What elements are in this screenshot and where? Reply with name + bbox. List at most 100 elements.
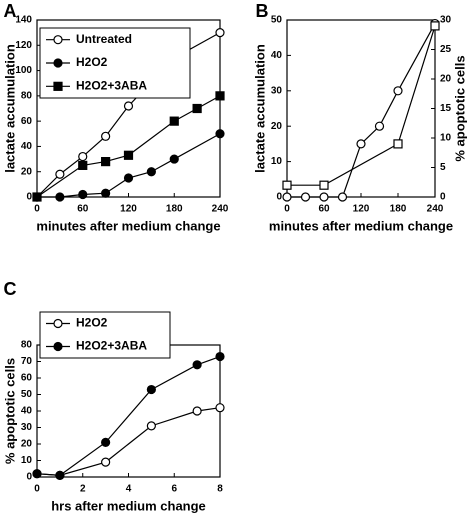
y-axis-label: lactate accumulation xyxy=(2,44,17,173)
marker xyxy=(215,351,225,362)
y-axis-label: % apoptotic cells xyxy=(2,358,17,464)
y-tick-label: 80 xyxy=(21,90,33,101)
x-tick-label: 6 xyxy=(171,484,177,495)
series-line xyxy=(37,133,221,198)
x-axis-label: minutes after medium change xyxy=(269,218,453,233)
marker xyxy=(169,154,179,164)
y2-tick-label: 20 xyxy=(440,74,452,85)
y2-tick-label: 25 xyxy=(440,44,452,55)
plot-frame xyxy=(286,19,436,198)
x-tick-label: 240 xyxy=(427,204,444,215)
x-tick-label: 120 xyxy=(120,204,137,215)
legend-label: Untreated xyxy=(76,32,132,46)
legend-label: H2O2 xyxy=(76,316,108,330)
marker xyxy=(78,160,88,170)
panel-label: C xyxy=(4,279,17,299)
y-tick-label: 40 xyxy=(271,50,283,61)
marker xyxy=(32,469,42,479)
marker xyxy=(192,103,202,114)
x-axis-label: hrs after medium change xyxy=(51,498,206,513)
marker xyxy=(101,437,111,447)
legend-marker xyxy=(53,58,63,68)
y-tick-label: 10 xyxy=(271,156,283,167)
x-tick-label: 180 xyxy=(390,204,407,215)
x-tick-label: 60 xyxy=(77,204,89,215)
y-tick-label: 10 xyxy=(21,455,33,466)
x-tick-label: 2 xyxy=(80,484,86,495)
x-tick-label: 120 xyxy=(353,204,370,215)
marker xyxy=(319,192,329,202)
x-tick-label: 0 xyxy=(284,204,290,215)
y-tick-label: 20 xyxy=(21,166,33,177)
y-tick-label: 100 xyxy=(15,65,32,76)
legend-label: H2O2 xyxy=(76,55,108,69)
x-tick-label: 180 xyxy=(166,204,183,215)
y-tick-label: 20 xyxy=(21,439,33,450)
marker xyxy=(393,86,403,96)
y-tick-label: 0 xyxy=(276,192,282,203)
marker xyxy=(78,151,88,162)
x-axis-label: minutes after medium change xyxy=(36,218,220,233)
legend-box xyxy=(39,311,171,359)
marker xyxy=(101,457,111,467)
marker xyxy=(282,180,292,190)
y-tick-label: 20 xyxy=(271,121,283,132)
marker xyxy=(215,28,225,38)
panel-label: B xyxy=(256,1,269,21)
marker xyxy=(282,192,292,202)
x-tick-label: 240 xyxy=(212,204,229,215)
marker xyxy=(300,192,311,202)
marker xyxy=(101,131,111,141)
y2-tick-label: 5 xyxy=(440,162,446,173)
series-line xyxy=(287,25,436,186)
marker xyxy=(192,360,202,370)
y-tick-label: 80 xyxy=(21,340,33,351)
marker xyxy=(55,169,65,179)
y-tick-label: 60 xyxy=(21,373,33,384)
marker xyxy=(430,21,440,31)
marker xyxy=(215,403,225,413)
marker xyxy=(169,116,179,126)
y-tick-label: 60 xyxy=(21,116,33,127)
legend-label: H2O2+3ABA xyxy=(76,339,147,353)
legend-marker xyxy=(53,318,63,329)
marker xyxy=(319,180,329,190)
marker xyxy=(356,139,366,149)
x-tick-label: 60 xyxy=(318,204,330,215)
y-tick-label: 40 xyxy=(21,406,33,417)
y-tick-label: 40 xyxy=(21,141,33,152)
marker xyxy=(123,150,134,160)
y2-tick-label: 0 xyxy=(440,192,446,203)
marker xyxy=(101,157,111,167)
y-tick-label: 50 xyxy=(271,15,283,26)
marker xyxy=(192,406,202,416)
marker xyxy=(123,101,134,111)
y2-axis-label: % apoptotic cells xyxy=(452,55,467,161)
legend-marker xyxy=(53,35,63,45)
y2-tick-label: 10 xyxy=(440,133,452,144)
y-tick-label: 50 xyxy=(21,389,33,400)
x-tick-label: 4 xyxy=(126,484,132,495)
y-tick-label: 70 xyxy=(21,356,33,367)
y2-tick-label: 15 xyxy=(440,103,452,114)
y-tick-label: 140 xyxy=(15,15,32,26)
marker xyxy=(101,188,111,198)
marker xyxy=(374,121,385,131)
marker xyxy=(55,192,65,202)
y-tick-label: 0 xyxy=(26,472,32,483)
marker xyxy=(215,129,225,139)
marker xyxy=(123,173,134,183)
legend-label: H2O2+3ABA xyxy=(76,79,147,93)
marker xyxy=(393,139,403,149)
series-line xyxy=(36,407,221,476)
marker xyxy=(215,91,225,101)
marker xyxy=(146,167,156,177)
marker xyxy=(146,421,156,431)
x-tick-label: 0 xyxy=(34,484,40,495)
marker xyxy=(78,189,88,200)
y-axis-label: lactate accumulation xyxy=(252,44,267,173)
marker xyxy=(337,192,348,202)
x-tick-label: 8 xyxy=(217,484,223,495)
series-line xyxy=(36,355,221,476)
